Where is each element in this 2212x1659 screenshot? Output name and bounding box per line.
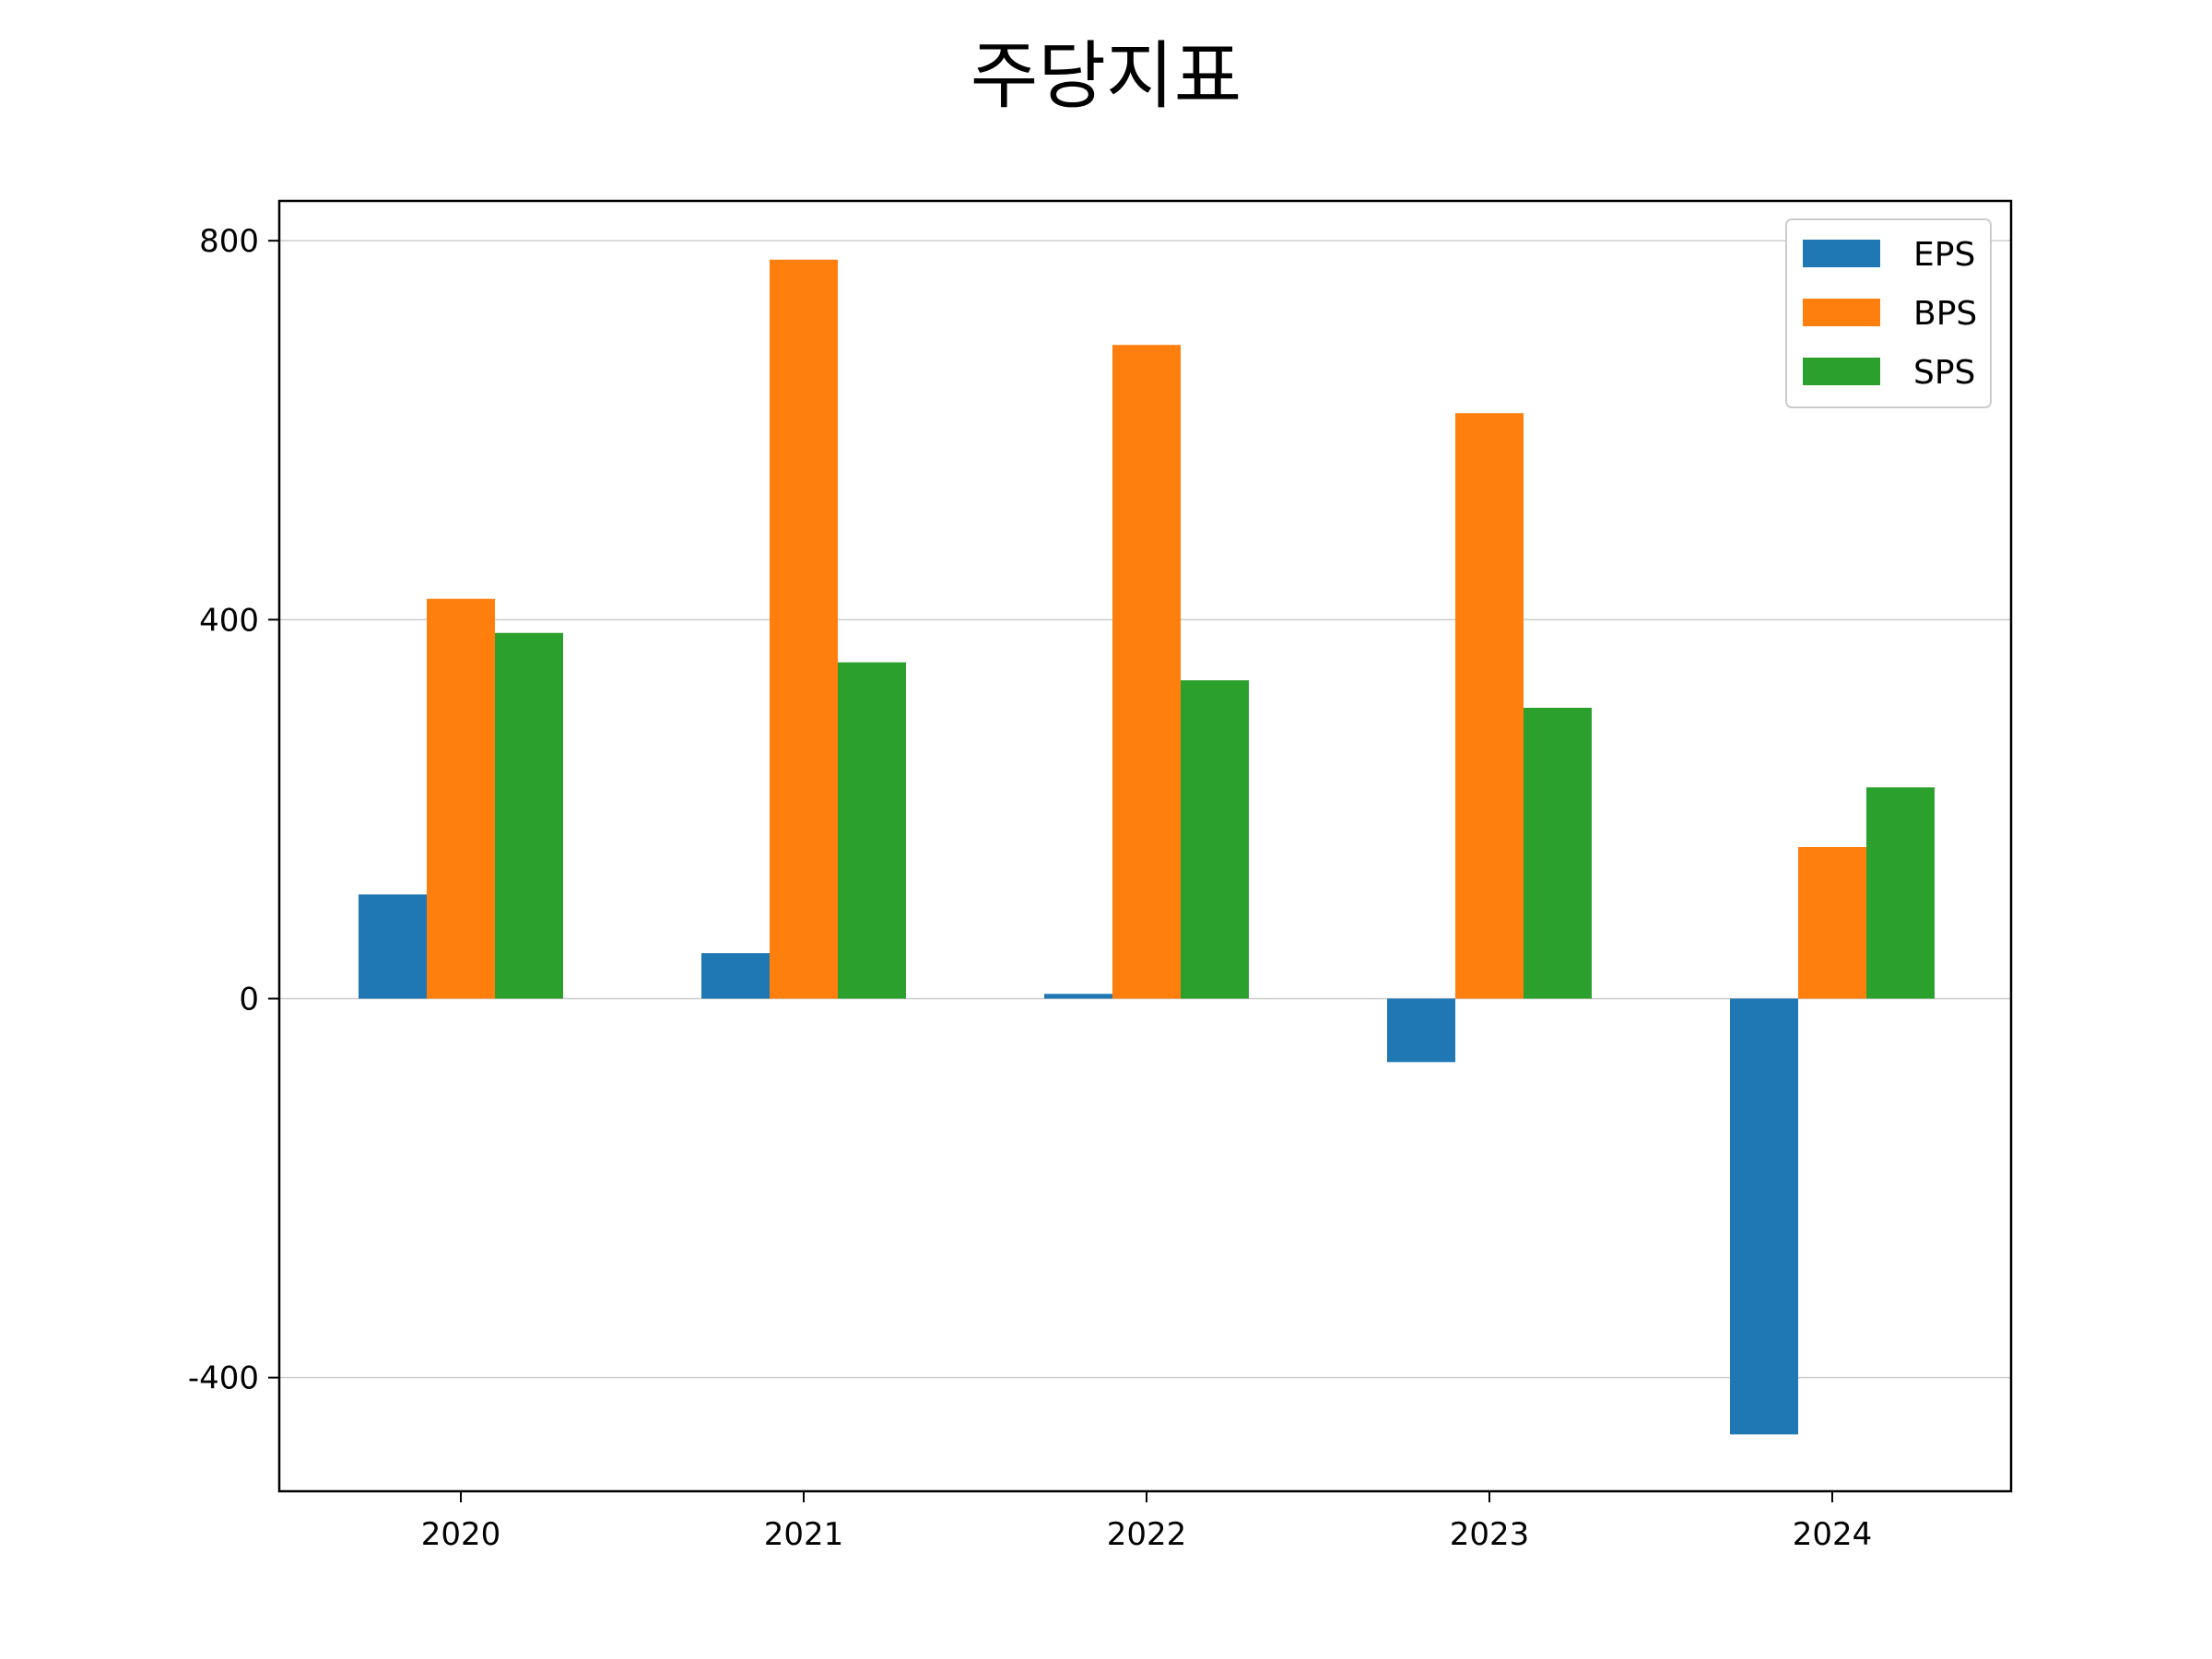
axes-frame [277, 199, 2013, 1493]
bar-sps-2021 [838, 662, 906, 999]
bar-bps-2022 [1112, 345, 1181, 999]
y-tick-label: 0 [239, 981, 259, 1018]
x-tick-label: 2020 [421, 1516, 501, 1553]
chart-title: 주당지표 [970, 33, 1242, 119]
bar-sps-2024 [1866, 787, 1935, 999]
bar-bps-2024 [1798, 847, 1866, 999]
x-tick-label: 2024 [1793, 1516, 1873, 1553]
legend-label-eps: EPS [1913, 236, 1975, 274]
legend-swatch-sps [1803, 358, 1880, 385]
bar-sps-2023 [1524, 707, 1592, 999]
x-tick-label: 2022 [1107, 1516, 1187, 1553]
bar-bps-2021 [770, 259, 838, 999]
bar-eps-2020 [359, 894, 427, 999]
legend: EPS BPS SPS [1785, 218, 1992, 408]
bar-eps-2021 [701, 953, 770, 999]
bars [359, 259, 1935, 1435]
axis-ticks: 800 400 0 -400 2020 2021 2022 2023 2024 [188, 223, 1872, 1553]
bar-eps-2023 [1387, 998, 1455, 1063]
legend-label-sps: SPS [1913, 354, 1975, 392]
legend-label-bps: BPS [1913, 295, 1977, 333]
bar-sps-2022 [1181, 680, 1249, 999]
y-tick-label: 800 [199, 223, 259, 260]
bar-bps-2020 [427, 598, 495, 999]
bar-sps-2020 [495, 632, 563, 999]
bar-bps-2023 [1455, 413, 1524, 999]
bar-eps-2022 [1044, 994, 1112, 999]
legend-swatch-eps [1803, 240, 1880, 267]
x-tick-label: 2023 [1450, 1516, 1530, 1553]
bar-eps-2024 [1730, 998, 1798, 1435]
x-tick-label: 2021 [764, 1516, 844, 1553]
y-tick-label: -400 [188, 1360, 259, 1397]
y-tick-label: 400 [199, 602, 259, 639]
legend-swatch-bps [1803, 299, 1880, 326]
